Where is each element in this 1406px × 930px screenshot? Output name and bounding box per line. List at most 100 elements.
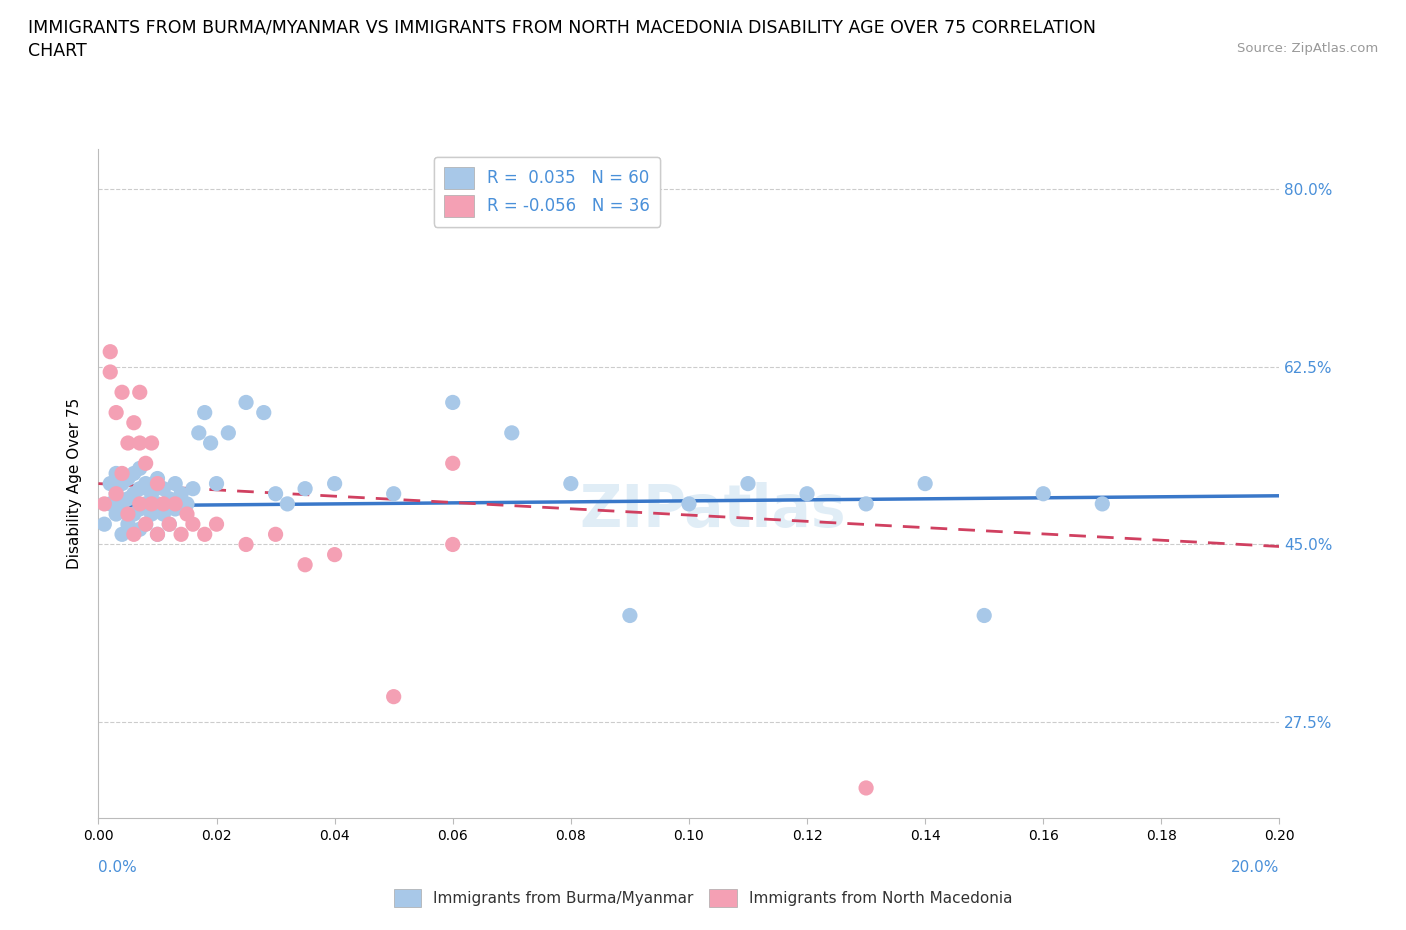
Point (135, 517, 157, 532)
Point (117, 491, 139, 506)
Point (93, 497, 115, 512)
Point (146, 497, 169, 512)
Point (111, 385, 134, 400)
Point (235, 395, 257, 410)
Point (914, 476, 936, 491)
Text: 20.0%: 20.0% (1232, 860, 1279, 875)
Point (194, 405, 217, 420)
Point (217, 425, 239, 440)
Point (105, 486, 128, 501)
Point (135, 517, 157, 532)
Point (855, 497, 877, 512)
Point (98, 365, 121, 379)
Point (128, 461, 150, 476)
Point (157, 491, 180, 506)
Point (135, 456, 157, 471)
Point (205, 517, 228, 532)
Point (200, 435, 222, 450)
Y-axis label: Disability Age Over 75: Disability Age Over 75 (67, 398, 83, 569)
Point (323, 547, 346, 562)
Point (152, 481, 174, 496)
Point (105, 507, 128, 522)
Point (128, 385, 150, 400)
Text: IMMIGRANTS FROM BURMA/MYANMAR VS IMMIGRANTS FROM NORTH MACEDONIA DISABILITY AGE : IMMIGRANTS FROM BURMA/MYANMAR VS IMMIGRA… (28, 19, 1097, 60)
Point (441, 456, 464, 471)
Point (560, 476, 582, 491)
Point (855, 780, 877, 795)
Point (111, 466, 134, 481)
Point (98, 476, 121, 491)
Point (176, 497, 198, 512)
Point (276, 497, 298, 512)
Point (128, 435, 150, 450)
Point (165, 497, 187, 512)
Point (146, 527, 169, 542)
Point (146, 527, 169, 542)
Point (117, 472, 139, 486)
Point (141, 486, 163, 501)
Point (122, 507, 145, 522)
Point (264, 486, 287, 501)
Point (128, 497, 150, 512)
Point (122, 527, 145, 542)
Legend: R =  0.035   N = 60, R = -0.056   N = 36: R = 0.035 N = 60, R = -0.056 N = 36 (434, 157, 661, 227)
Point (141, 507, 163, 522)
Point (678, 497, 700, 512)
Point (323, 476, 346, 491)
Point (165, 476, 187, 491)
Point (264, 527, 287, 542)
Point (105, 405, 128, 420)
Point (294, 557, 316, 572)
Point (737, 476, 759, 491)
Point (157, 517, 180, 532)
Legend: Immigrants from Burma/Myanmar, Immigrants from North Macedonia: Immigrants from Burma/Myanmar, Immigrant… (388, 884, 1018, 913)
Point (382, 689, 405, 704)
Point (796, 486, 818, 501)
Point (105, 486, 128, 501)
Point (205, 476, 228, 491)
Point (111, 476, 134, 491)
Point (170, 486, 193, 501)
Point (135, 476, 157, 491)
Point (441, 395, 464, 410)
Point (135, 497, 157, 512)
Point (122, 466, 145, 481)
Point (181, 481, 204, 496)
Point (98, 497, 121, 512)
Point (170, 527, 193, 542)
Point (93, 517, 115, 532)
Point (98, 344, 121, 359)
Point (117, 517, 139, 532)
Point (141, 497, 163, 512)
Point (165, 501, 187, 516)
Point (111, 527, 134, 542)
Point (146, 476, 169, 491)
Point (382, 486, 405, 501)
Point (157, 517, 180, 532)
Text: ZIPatlas: ZIPatlas (579, 482, 846, 538)
Point (128, 522, 150, 537)
Point (128, 481, 150, 496)
Point (294, 481, 316, 496)
Text: Source: ZipAtlas.com: Source: ZipAtlas.com (1237, 42, 1378, 55)
Point (501, 425, 523, 440)
Point (122, 416, 145, 431)
Point (141, 435, 163, 450)
Point (181, 517, 204, 532)
Point (152, 497, 174, 512)
Point (117, 435, 139, 450)
Point (253, 405, 276, 420)
Text: 0.0%: 0.0% (98, 860, 138, 875)
Point (973, 608, 995, 623)
Point (117, 507, 139, 522)
Point (176, 507, 198, 522)
Point (146, 472, 169, 486)
Point (235, 537, 257, 551)
Point (441, 537, 464, 551)
Point (194, 527, 217, 542)
Point (619, 608, 641, 623)
Point (111, 497, 134, 512)
Point (122, 486, 145, 501)
Point (128, 501, 150, 516)
Point (105, 466, 128, 481)
